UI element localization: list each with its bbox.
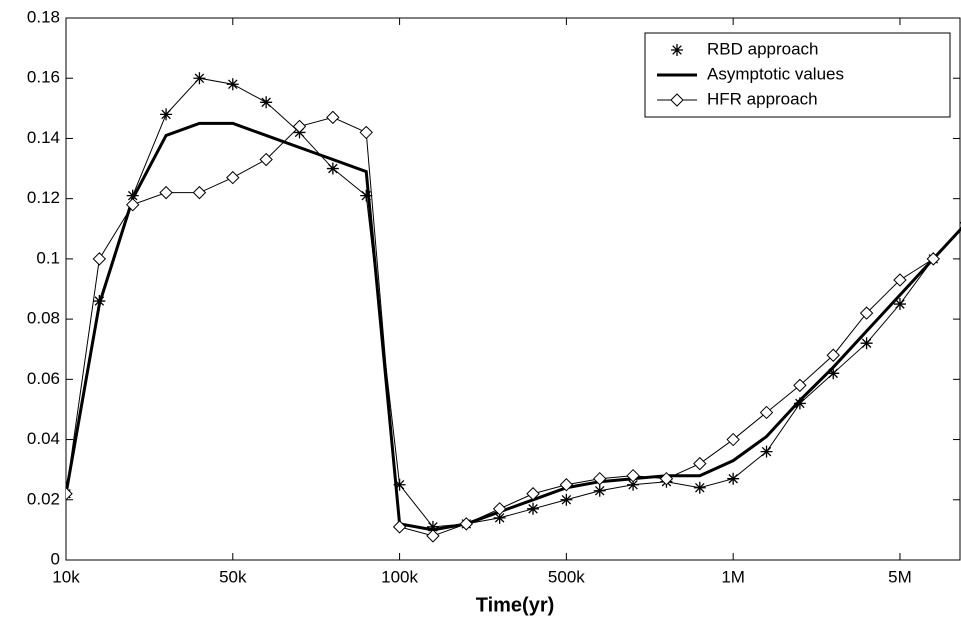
x-tick-label: 10k xyxy=(52,567,80,586)
plot-frame xyxy=(65,17,961,561)
series-line xyxy=(66,116,961,537)
y-tick-label: 0.06 xyxy=(27,369,60,388)
y-tick-label: 0.18 xyxy=(27,7,60,26)
diamond-marker xyxy=(126,197,140,212)
star-marker xyxy=(493,511,506,524)
star-marker xyxy=(393,478,406,491)
star-marker xyxy=(860,337,873,350)
star-marker xyxy=(760,445,773,458)
y-tick-label: 0.16 xyxy=(27,68,60,87)
diamond-marker xyxy=(893,273,907,287)
legend-label: Asymptotic values xyxy=(707,64,844,83)
star-marker xyxy=(793,397,806,410)
series-line xyxy=(66,121,961,532)
star-marker xyxy=(226,78,239,91)
diamond-marker xyxy=(226,170,240,185)
star-marker xyxy=(260,96,273,109)
legend-label: HFR approach xyxy=(707,89,818,108)
y-tick-label: 0.02 xyxy=(27,489,60,508)
diamond-marker xyxy=(92,252,107,266)
diamond-marker xyxy=(859,306,874,320)
diamond-marker xyxy=(159,185,173,200)
diamond-marker xyxy=(359,125,373,140)
diamond-marker xyxy=(292,119,307,134)
diamond-marker xyxy=(66,487,73,501)
legend-label: RBD approach xyxy=(707,39,819,58)
star-marker xyxy=(560,493,573,506)
y-tick-label: 0 xyxy=(51,549,60,568)
x-tick-label: 50k xyxy=(219,567,247,586)
y-tick-label: 0.12 xyxy=(27,188,60,207)
diamond-marker xyxy=(759,405,774,420)
diamond-marker xyxy=(926,252,941,266)
diamond-marker xyxy=(793,378,807,393)
diamond-marker xyxy=(693,456,707,471)
star-marker xyxy=(160,108,173,121)
x-tick-label: 100k xyxy=(381,567,418,586)
diamond-marker xyxy=(526,487,540,501)
plot-area xyxy=(66,72,961,543)
star-marker xyxy=(426,520,439,533)
star-marker xyxy=(693,481,706,494)
x-tick-label: 500k xyxy=(548,567,585,586)
star-marker xyxy=(593,484,606,497)
series-line xyxy=(66,77,961,528)
star-marker xyxy=(527,502,540,515)
diamond-marker xyxy=(192,185,207,200)
y-tick-label: 0.14 xyxy=(27,128,60,147)
diamond-marker xyxy=(670,93,684,107)
diamond-marker xyxy=(492,502,507,516)
diamond-marker xyxy=(392,520,407,534)
x-tick-label: 1M xyxy=(721,567,745,586)
diamond-marker xyxy=(459,517,474,531)
diamond-marker xyxy=(626,468,640,483)
star-marker xyxy=(360,189,373,202)
star-marker xyxy=(193,72,206,85)
star-marker xyxy=(893,298,906,311)
diamond-marker xyxy=(726,432,740,447)
diamond-marker xyxy=(826,348,840,362)
y-tick-label: 0.04 xyxy=(27,429,60,448)
diamond-marker xyxy=(326,110,340,125)
diamond-marker xyxy=(659,471,674,486)
star-marker xyxy=(627,478,640,491)
diamond-marker xyxy=(426,529,440,543)
y-tick-label: 0.08 xyxy=(27,309,60,328)
diamond-marker xyxy=(559,478,574,492)
y-tick-label: 0.1 xyxy=(36,248,60,267)
diamond-marker xyxy=(259,152,273,167)
x-tick-label: 5M xyxy=(888,567,912,586)
x-axis-label: Time(yr) xyxy=(476,594,555,616)
star-marker xyxy=(326,162,339,175)
star-marker xyxy=(671,44,683,56)
star-marker xyxy=(727,472,740,485)
diamond-marker xyxy=(593,471,607,486)
star-marker xyxy=(827,367,840,380)
